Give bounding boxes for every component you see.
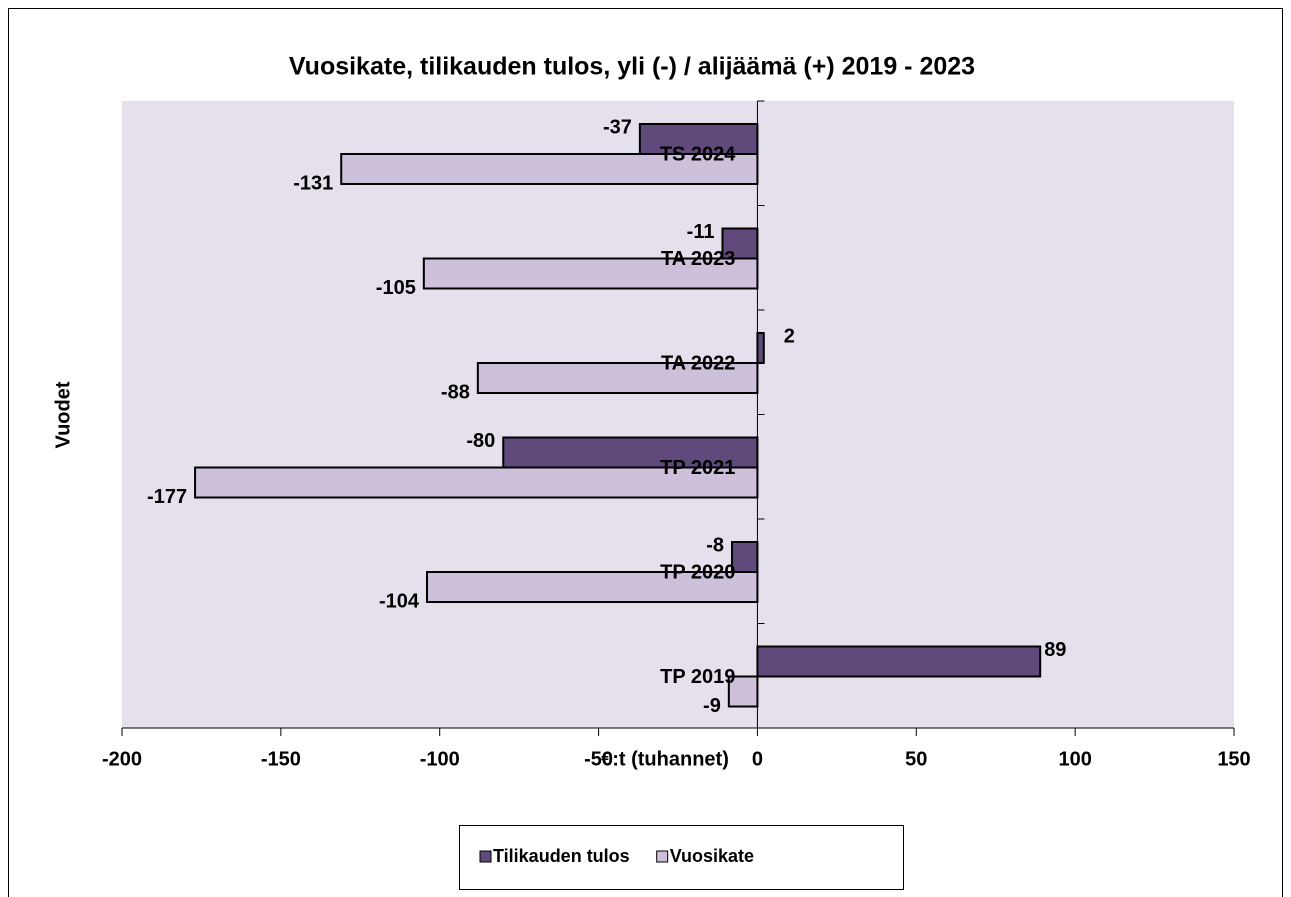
bar bbox=[194, 466, 759, 499]
x-tick-label: 0 bbox=[752, 748, 763, 770]
bar bbox=[638, 123, 759, 155]
legend-swatch bbox=[479, 850, 492, 863]
legend-label: Tilikauden tulos bbox=[493, 846, 630, 866]
x-tick-label: -50 bbox=[584, 748, 613, 770]
data-label: 2 bbox=[784, 325, 795, 347]
data-label: -131 bbox=[293, 172, 333, 194]
category-label: TS 2024 bbox=[660, 143, 736, 165]
bar bbox=[721, 227, 759, 260]
category-label: TA 2022 bbox=[661, 352, 735, 374]
data-label: -80 bbox=[466, 430, 495, 452]
bar bbox=[422, 257, 759, 290]
bar bbox=[727, 675, 759, 708]
bar bbox=[731, 541, 759, 573]
category-label: TP 2021 bbox=[660, 457, 735, 479]
bar bbox=[756, 332, 765, 364]
legend-box bbox=[459, 825, 904, 890]
data-label: -37 bbox=[603, 116, 632, 138]
x-tick-label: -150 bbox=[261, 748, 301, 770]
bar bbox=[502, 436, 759, 469]
x-tick-label: -200 bbox=[102, 748, 142, 770]
data-label: -104 bbox=[379, 590, 420, 612]
y-axis-label: Vuodet bbox=[52, 381, 74, 448]
category-label: TA 2023 bbox=[661, 248, 735, 270]
legend-label: Vuosikate bbox=[670, 846, 754, 866]
data-label: -88 bbox=[441, 381, 470, 403]
data-label: -177 bbox=[147, 486, 187, 508]
x-tick-label: 100 bbox=[1058, 748, 1091, 770]
data-label: -11 bbox=[687, 221, 715, 243]
x-tick-label: -100 bbox=[420, 748, 460, 770]
bar bbox=[426, 571, 759, 603]
legend-swatch bbox=[656, 850, 669, 863]
data-label: 89 bbox=[1044, 639, 1066, 661]
x-axis-label: €:t (tuhannet) bbox=[601, 748, 729, 770]
category-label: TP 2020 bbox=[660, 561, 735, 583]
data-label: -105 bbox=[376, 277, 416, 299]
x-tick-label: 50 bbox=[905, 748, 927, 770]
bar bbox=[476, 362, 759, 394]
chart-title: Vuosikate, tilikauden tulos, yli (-) / a… bbox=[289, 53, 975, 81]
bar bbox=[340, 153, 759, 185]
data-label: -9 bbox=[703, 695, 721, 717]
data-label: -8 bbox=[706, 534, 724, 556]
category-label: TP 2019 bbox=[660, 666, 735, 688]
bar bbox=[756, 645, 1042, 678]
plot-area bbox=[122, 101, 1234, 728]
x-tick-label: 150 bbox=[1217, 748, 1250, 770]
